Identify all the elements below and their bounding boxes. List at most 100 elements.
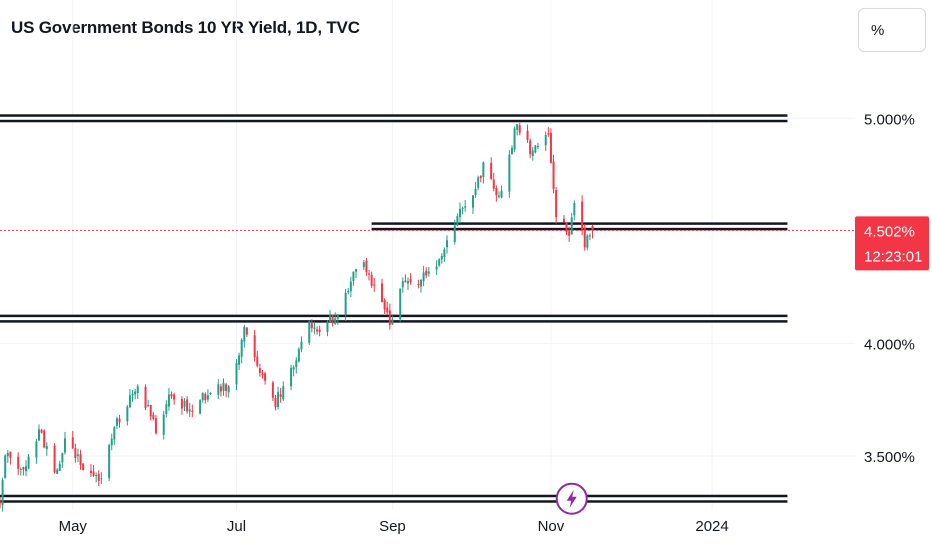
candle — [588, 233, 591, 241]
candle-body — [95, 475, 98, 477]
candle-body — [365, 260, 368, 273]
candle — [110, 433, 113, 451]
candle — [115, 416, 118, 430]
candle-body — [373, 284, 376, 286]
candle-body — [290, 367, 293, 387]
candle — [227, 384, 230, 398]
y-tick-label: 5.000% — [864, 111, 915, 128]
candle — [279, 387, 282, 403]
price-tag: 4.502% 12:23:01 — [855, 216, 929, 271]
candle-body — [40, 429, 43, 433]
candle-body — [253, 335, 256, 358]
candle-body — [329, 315, 332, 323]
candle-body — [458, 208, 461, 218]
candle — [71, 430, 74, 449]
candle — [297, 347, 300, 363]
x-tick-label: May — [59, 518, 88, 535]
candle — [536, 142, 539, 150]
candle — [368, 269, 371, 281]
candle-body — [404, 280, 407, 283]
candle — [186, 396, 189, 414]
event-marker[interactable] — [555, 482, 588, 515]
candle-body — [331, 314, 334, 324]
unit-button[interactable]: % — [858, 8, 926, 52]
candle — [316, 326, 319, 335]
candle-body — [144, 386, 147, 408]
candle — [1, 477, 4, 512]
candle-body — [256, 356, 259, 366]
candle-body — [536, 146, 539, 148]
candle-body — [516, 124, 519, 130]
candle — [586, 234, 589, 251]
candle — [492, 172, 495, 192]
level-line-inner — [0, 497, 788, 501]
candle-body — [115, 418, 118, 426]
candle-body — [427, 271, 430, 274]
candle-body — [383, 300, 386, 310]
candle — [425, 267, 428, 279]
candle-body — [76, 454, 79, 457]
candle-body — [583, 227, 586, 248]
candle-body — [391, 319, 394, 325]
candle-body — [58, 463, 61, 471]
candle-body — [549, 132, 552, 163]
candle-body — [425, 270, 428, 276]
candle — [235, 358, 238, 391]
candle — [271, 380, 274, 401]
candle — [222, 378, 225, 396]
candle-body — [170, 394, 173, 397]
candle-body — [261, 374, 264, 376]
candle-body — [22, 467, 25, 470]
candle — [199, 399, 202, 415]
candle — [53, 443, 56, 474]
candle — [191, 404, 194, 418]
candle-body — [180, 398, 183, 409]
horizontal-levels[interactable] — [0, 114, 788, 503]
candle-body — [435, 266, 438, 270]
candle-body — [477, 177, 480, 188]
candle — [440, 253, 443, 264]
candle — [435, 260, 438, 276]
candle — [19, 467, 22, 476]
candle — [183, 398, 186, 412]
candle-body — [206, 395, 209, 400]
candle — [420, 279, 423, 293]
candle — [445, 235, 448, 254]
candle-body — [201, 393, 204, 401]
candle — [43, 429, 46, 449]
candle-body — [97, 473, 100, 481]
candle-body — [461, 207, 464, 209]
price-tag-countdown: 12:23:01 — [864, 248, 922, 265]
candle-body — [534, 145, 537, 153]
candle-body — [188, 409, 191, 412]
candle-body — [186, 399, 189, 412]
candle — [474, 182, 477, 198]
candle — [456, 213, 459, 227]
candle-body — [43, 430, 46, 448]
candle — [6, 450, 9, 463]
candle-body — [274, 398, 277, 408]
candle — [568, 226, 571, 242]
candle — [552, 154, 555, 194]
candle — [516, 124, 519, 136]
candle — [274, 394, 277, 411]
candle-body — [258, 368, 261, 374]
candle — [97, 470, 100, 487]
candle-body — [573, 203, 576, 216]
candle — [471, 195, 474, 214]
candle — [404, 274, 407, 283]
candle — [95, 472, 98, 483]
candle-body — [4, 455, 7, 478]
candle-body — [479, 176, 482, 178]
candle-body — [240, 339, 243, 357]
candle-body — [128, 395, 131, 408]
candle — [118, 414, 121, 428]
y-tick-label: 3.500% — [864, 449, 915, 466]
candle-body — [565, 222, 568, 232]
candle-body — [219, 386, 222, 392]
candle-body — [167, 394, 170, 407]
candle-body — [326, 321, 329, 332]
lightning-icon[interactable] — [566, 489, 577, 508]
candle — [570, 213, 573, 235]
